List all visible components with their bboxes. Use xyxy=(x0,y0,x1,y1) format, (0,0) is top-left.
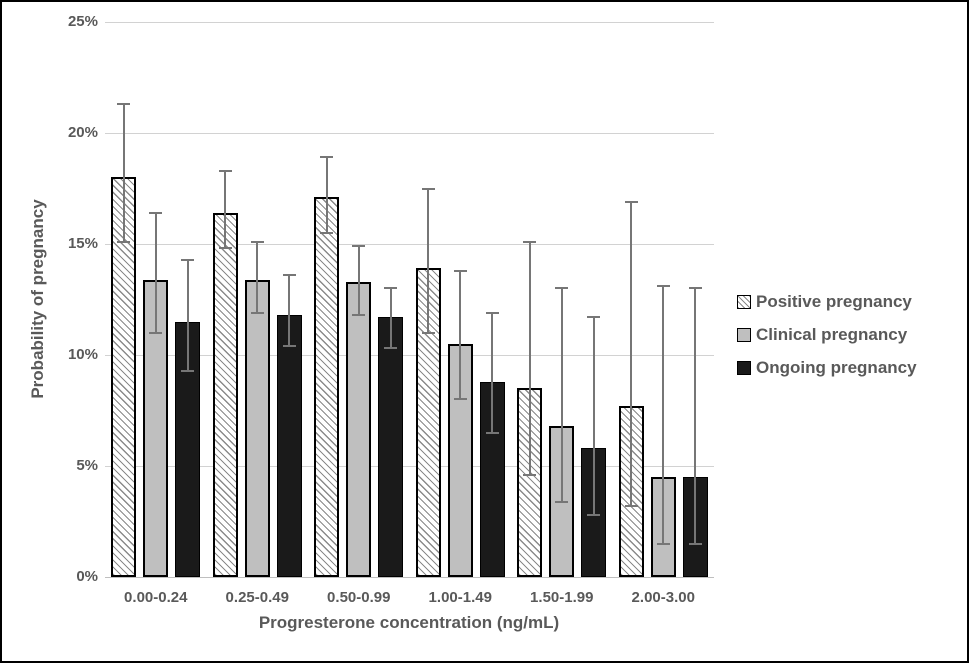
error-cap-bottom xyxy=(656,542,670,545)
bar-clinical-pregnancy-0.50-0.99 xyxy=(346,281,372,577)
error-bar-ongoing-pregnancy-0.50-0.99 xyxy=(389,288,392,349)
error-cap-bottom xyxy=(149,331,163,334)
x-category-label-1.00-1.49: 1.00-1.49 xyxy=(428,589,492,606)
legend: Positive pregnancy Clinical pregnancy Ongo… xyxy=(737,285,917,384)
error-cap-bottom xyxy=(218,247,232,250)
x-category-label-0.50-0.99: 0.50-0.99 xyxy=(327,589,391,606)
gridline-15% xyxy=(105,243,714,245)
error-cap-bottom xyxy=(352,314,366,317)
error-cap-bottom xyxy=(282,345,296,348)
bar-positive-pregnancy-0.50-0.99 xyxy=(314,197,340,577)
legend-swatch-clinical-pregnancy xyxy=(737,327,751,342)
x-axis-line xyxy=(105,576,714,578)
error-bar-ongoing-pregnancy-0.25-0.49 xyxy=(288,275,291,347)
x-category-label-1.50-1.99: 1.50-1.99 xyxy=(530,589,594,606)
error-bar-clinical-pregnancy-0.50-0.99 xyxy=(357,246,360,316)
x-axis-title: Progresterone concentration (ng/mL) xyxy=(258,613,560,632)
error-bar-positive-pregnancy-1.00-1.49 xyxy=(427,188,430,333)
gridline-20% xyxy=(105,132,714,134)
error-bar-ongoing-pregnancy-2.00-3.00 xyxy=(694,288,697,544)
error-bar-positive-pregnancy-0.25-0.49 xyxy=(224,170,227,249)
error-bar-ongoing-pregnancy-0.00-0.24 xyxy=(186,259,189,371)
error-bar-clinical-pregnancy-0.00-0.24 xyxy=(154,212,157,333)
x-category-label-0.25-0.49: 0.25-0.49 xyxy=(225,589,289,606)
error-bar-positive-pregnancy-1.50-1.99 xyxy=(528,241,531,475)
error-cap-top xyxy=(384,287,398,290)
error-bar-positive-pregnancy-2.00-3.00 xyxy=(630,201,633,506)
error-cap-top xyxy=(218,169,232,172)
error-cap-bottom xyxy=(181,369,195,372)
bar-positive-pregnancy-0.25-0.49 xyxy=(212,212,238,577)
error-cap-top xyxy=(688,287,702,290)
legend-label-positive-pregnancy: Positive pregnancy xyxy=(756,291,912,311)
x-category-label-0.00-0.24: 0.00-0.24 xyxy=(124,589,188,606)
error-cap-bottom xyxy=(688,542,702,545)
error-cap-bottom xyxy=(555,500,569,503)
legend-item-ongoing-pregnancy: Ongoing pregnancy xyxy=(737,351,917,384)
error-cap-top xyxy=(656,285,670,288)
error-bar-ongoing-pregnancy-1.00-1.49 xyxy=(491,312,494,433)
error-bar-positive-pregnancy-0.00-0.24 xyxy=(122,104,125,242)
error-cap-top xyxy=(117,103,131,106)
error-cap-bottom xyxy=(624,504,638,507)
bar-ongoing-pregnancy-1.00-1.49 xyxy=(479,381,505,577)
error-cap-top xyxy=(485,311,499,314)
legend-label-clinical-pregnancy: Clinical pregnancy xyxy=(756,324,908,344)
error-cap-bottom xyxy=(587,513,601,516)
error-bar-clinical-pregnancy-2.00-3.00 xyxy=(662,286,665,544)
error-bar-clinical-pregnancy-1.00-1.49 xyxy=(459,270,462,400)
y-tick-label-5%: 5% xyxy=(76,457,98,474)
error-cap-bottom xyxy=(250,311,264,314)
legend-item-clinical-pregnancy: Clinical pregnancy xyxy=(737,318,917,351)
error-cap-top xyxy=(453,269,467,272)
error-cap-bottom xyxy=(421,331,435,334)
error-cap-top xyxy=(282,274,296,277)
error-cap-top xyxy=(523,240,537,243)
error-cap-top xyxy=(421,187,435,190)
y-tick-label-10%: 10% xyxy=(67,346,98,363)
error-cap-bottom xyxy=(384,347,398,350)
bar-ongoing-pregnancy-0.25-0.49 xyxy=(276,315,302,577)
y-tick-label-20%: 20% xyxy=(67,124,98,141)
error-cap-top xyxy=(555,287,569,290)
gridline-5% xyxy=(105,465,714,467)
error-cap-bottom xyxy=(523,473,537,476)
error-cap-top xyxy=(352,245,366,248)
legend-swatch-ongoing-pregnancy xyxy=(737,360,751,375)
error-cap-top xyxy=(320,156,334,159)
bar-clinical-pregnancy-0.25-0.49 xyxy=(244,279,270,577)
error-cap-top xyxy=(149,211,163,214)
legend-item-positive-pregnancy: Positive pregnancy xyxy=(737,285,917,318)
gridline-10% xyxy=(105,354,714,356)
error-bar-positive-pregnancy-0.50-0.99 xyxy=(325,157,328,233)
error-cap-top xyxy=(624,200,638,203)
bar-positive-pregnancy-0.00-0.24 xyxy=(111,177,137,577)
error-bar-ongoing-pregnancy-1.50-1.99 xyxy=(592,317,595,515)
legend-swatch-positive-pregnancy xyxy=(737,294,751,309)
y-tick-label-25%: 25% xyxy=(67,13,98,30)
error-cap-bottom xyxy=(320,231,334,234)
y-tick-label-15%: 15% xyxy=(67,235,98,252)
y-axis-title: Probability of pregnancy xyxy=(28,199,47,399)
error-cap-bottom xyxy=(485,431,499,434)
y-tick-label-0%: 0% xyxy=(76,568,98,585)
error-bar-clinical-pregnancy-0.25-0.49 xyxy=(256,241,259,313)
plot-area xyxy=(105,21,714,578)
error-cap-bottom xyxy=(453,398,467,401)
bar-ongoing-pregnancy-0.50-0.99 xyxy=(378,317,404,577)
error-cap-top xyxy=(587,316,601,319)
bar-clinical-pregnancy-0.00-0.24 xyxy=(143,279,169,577)
error-bar-clinical-pregnancy-1.50-1.99 xyxy=(560,288,563,502)
error-cap-top xyxy=(181,258,195,261)
gridline-25% xyxy=(105,21,714,23)
x-category-label-2.00-3.00: 2.00-3.00 xyxy=(631,589,695,606)
error-cap-top xyxy=(250,240,264,243)
error-cap-bottom xyxy=(117,240,131,243)
legend-label-ongoing-pregnancy: Ongoing pregnancy xyxy=(756,357,917,377)
